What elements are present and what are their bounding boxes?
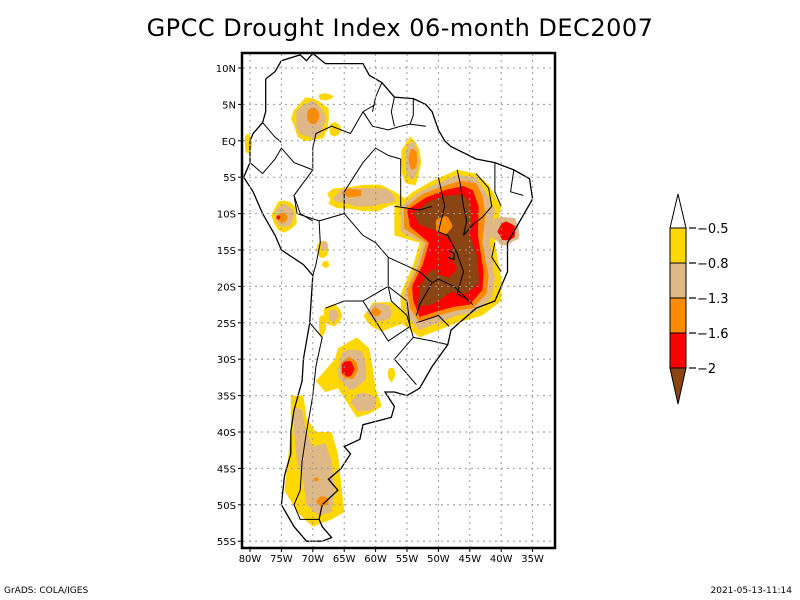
- map-plot: 80W 75W 70W 65W 60W 55W 50W 45W 40W 35W 10N 5N EQ 5S…: [0, 0, 800, 600]
- y-tick-label: 20S: [217, 282, 236, 293]
- y-tick-label: 40S: [217, 428, 236, 439]
- colorbar-segment: [670, 263, 686, 298]
- y-tick-label: 55S: [217, 537, 236, 548]
- y-tick-label: 35S: [217, 392, 236, 403]
- colorbar-label: −1.6: [697, 327, 729, 342]
- colorbar-top-arrow: [670, 194, 686, 228]
- x-tick-label: 70W: [301, 554, 324, 565]
- x-tick-label: 35W: [521, 554, 544, 565]
- colorbar-segment: [670, 298, 686, 333]
- field-yellow: [322, 261, 330, 268]
- drought-fields: [245, 93, 519, 526]
- y-tick-label: EQ: [222, 137, 236, 148]
- x-tick-label: 55W: [396, 554, 419, 565]
- colorbar-label: −1.3: [697, 292, 729, 307]
- y-axis: 10N 5N EQ 5S 10S 15S 20S 25S 30S 35S 40S 45S 50S 55S: [216, 64, 242, 548]
- colorbar-segment: [670, 333, 686, 368]
- border: [391, 97, 394, 126]
- x-tick-label: 45W: [458, 554, 481, 565]
- colorbar-legend: −0.5 −0.8 −1.3 −1.6 −2: [670, 194, 729, 404]
- colorbar-label: −2: [697, 362, 716, 377]
- border: [373, 83, 382, 112]
- border: [263, 123, 282, 143]
- y-tick-label: 25S: [217, 319, 236, 330]
- colorbar-bottom-arrow: [670, 368, 686, 404]
- y-tick-label: 50S: [217, 501, 236, 512]
- colorbar-label: −0.8: [697, 257, 729, 272]
- border: [410, 99, 413, 125]
- y-tick-label: 15S: [217, 246, 236, 257]
- x-tick-label: 65W: [333, 554, 356, 565]
- x-tick-label: 60W: [364, 554, 387, 565]
- x-tick-label: 40W: [490, 554, 513, 565]
- colorbar-label: −0.5: [697, 222, 729, 237]
- x-tick-label: 75W: [270, 554, 293, 565]
- y-tick-label: 10N: [216, 64, 236, 75]
- y-tick-label: 5S: [223, 173, 236, 184]
- x-tick-label: 50W: [427, 554, 450, 565]
- colorbar-segment: [670, 228, 686, 263]
- state-border: [294, 195, 313, 221]
- x-tick-label: 80W: [239, 554, 262, 565]
- border: [363, 112, 426, 130]
- field-yellow: [319, 93, 334, 100]
- field-yellow: [388, 368, 396, 383]
- y-tick-label: 5N: [222, 100, 236, 111]
- footer-timestamp: 2021-05-13-11:14: [711, 586, 793, 596]
- footer-credit: GrADS: COLA/IGES: [4, 586, 88, 596]
- x-axis: 80W 75W 70W 65W 60W 55W 50W 45W 40W 35W: [239, 548, 544, 565]
- state-border: [413, 337, 448, 344]
- y-tick-label: 45S: [217, 464, 236, 475]
- y-tick-label: 30S: [217, 355, 236, 366]
- y-tick-label: 10S: [217, 210, 236, 221]
